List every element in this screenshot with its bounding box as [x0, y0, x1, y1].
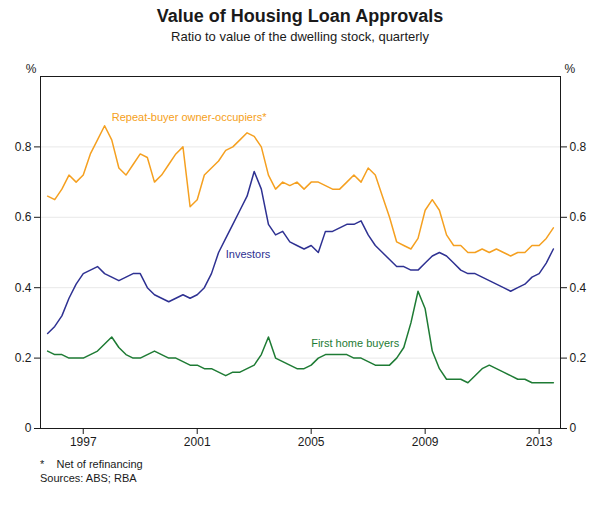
svg-text:2001: 2001 [184, 435, 211, 449]
svg-text:0.6: 0.6 [570, 210, 587, 224]
html-text:Sources: ABS; RBA: Sources: ABS; RBA [40, 472, 137, 484]
svg-text:Repeat-buyer owner-occupiers*: Repeat-buyer owner-occupiers* [112, 111, 267, 123]
html-text:Ratio to value of the dwelling: Ratio to value of the dwelling stock, qu… [171, 29, 429, 44]
svg-text:0.2: 0.2 [570, 351, 587, 365]
svg-text:1997: 1997 [70, 435, 97, 449]
svg-text:0: 0 [570, 421, 577, 435]
svg-text:0: 0 [25, 421, 32, 435]
svg-text:2013: 2013 [526, 435, 553, 449]
svg-text:0.8: 0.8 [570, 140, 587, 154]
svg-text:0.4: 0.4 [570, 281, 587, 295]
svg-text:Investors: Investors [226, 248, 271, 260]
svg-text:2005: 2005 [298, 435, 325, 449]
svg-text:0.2: 0.2 [15, 351, 32, 365]
html-text:* Net of refinancing: * Net of refinancing [40, 458, 143, 470]
svg-text:0.8: 0.8 [15, 140, 32, 154]
svg-text:First home buyers: First home buyers [311, 337, 400, 349]
html-text:Value of Housing Loan Approval: Value of Housing Loan Approvals [156, 6, 444, 26]
svg-text:%: % [565, 62, 576, 76]
svg-text:%: % [26, 62, 37, 76]
svg-text:0.4: 0.4 [15, 281, 32, 295]
svg-text:0.6: 0.6 [15, 210, 32, 224]
svg-text:2009: 2009 [412, 435, 439, 449]
